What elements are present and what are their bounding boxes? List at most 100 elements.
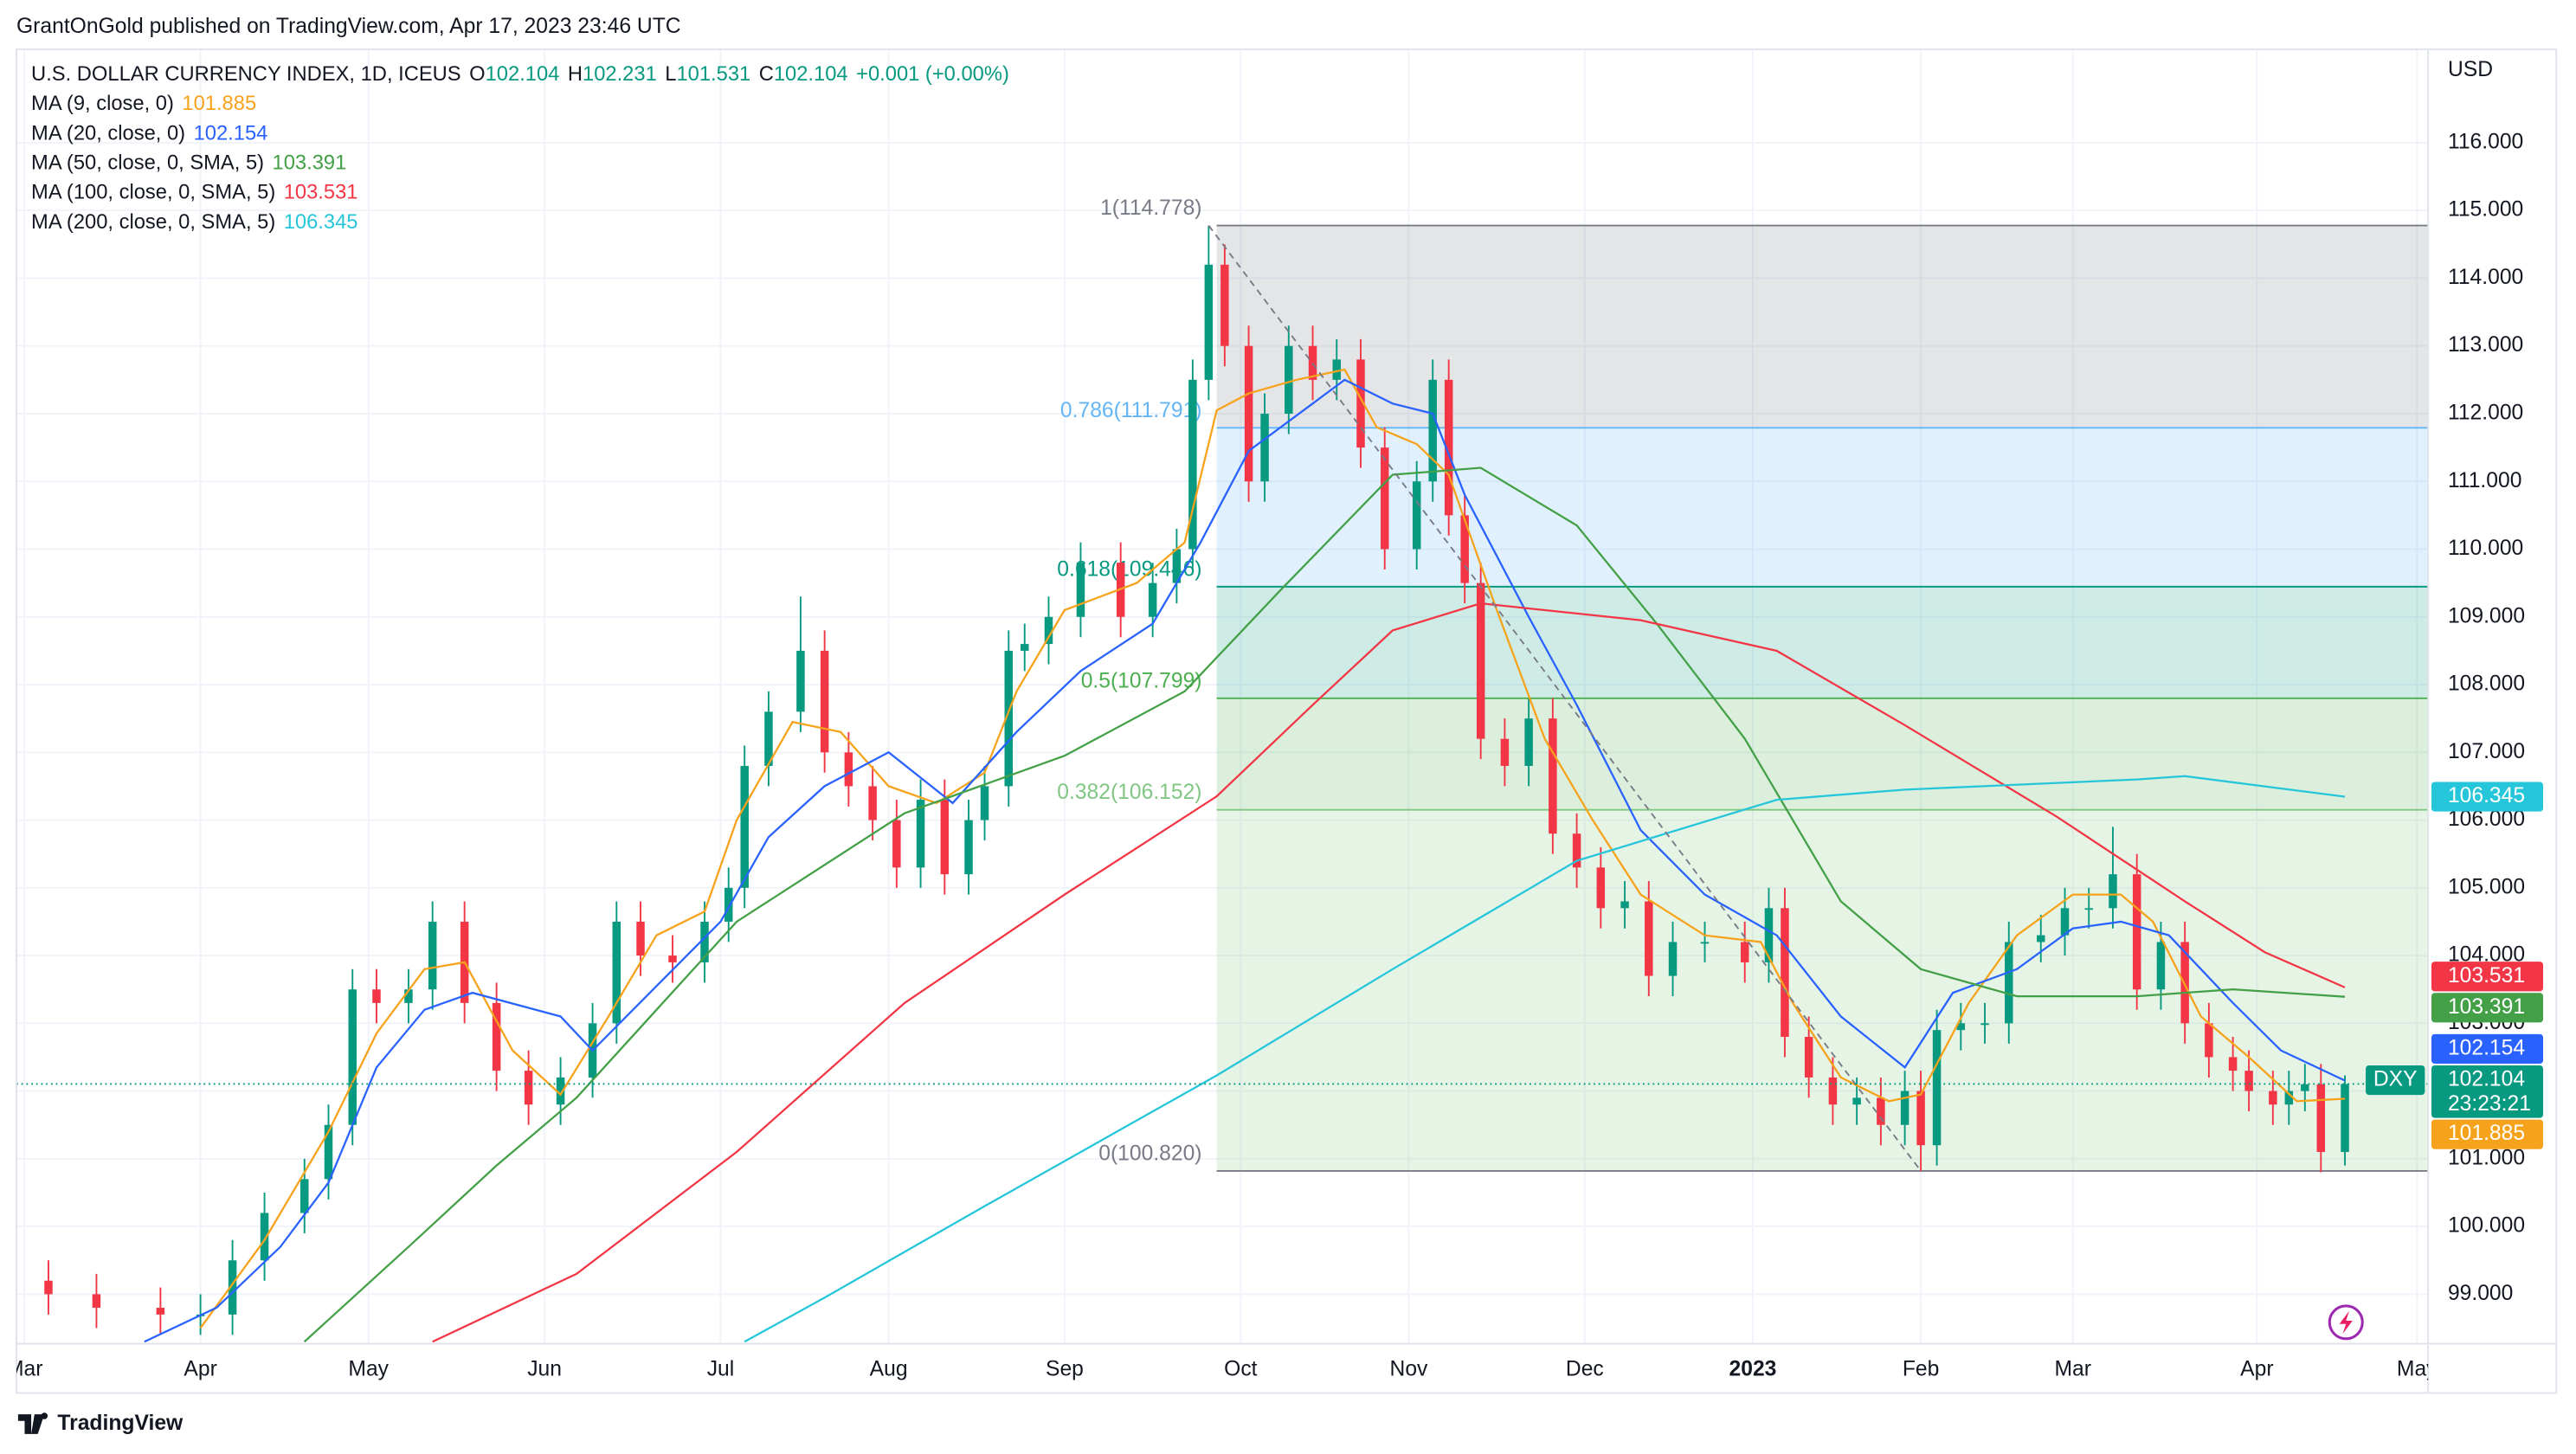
candle-body — [1004, 650, 1014, 787]
candle-body — [2109, 874, 2117, 909]
y-tick-label: 115.000 — [2448, 198, 2523, 222]
candle-body — [940, 800, 950, 875]
candle-body — [796, 650, 805, 712]
x-tick-label: Jun — [527, 1357, 562, 1380]
legend-value: 102.154 — [193, 121, 268, 145]
candle-body — [492, 1002, 501, 1071]
candle-body — [2156, 942, 2166, 990]
fib-label: 0.382(106.152) — [1057, 781, 1201, 804]
ohlc-value: 102.104 — [773, 62, 848, 86]
brand-name: TradingView — [57, 1412, 184, 1435]
price-tag-label: 101.885 — [2448, 1122, 2525, 1145]
ohlc-value: 102.231 — [583, 62, 657, 86]
candle-body — [1444, 379, 1453, 516]
fib-zone — [1216, 698, 2429, 810]
ohlc-key: H — [567, 62, 583, 86]
candle-body — [2005, 942, 2013, 1024]
legend-value: 103.531 — [283, 180, 358, 204]
candle-body — [612, 921, 621, 1024]
y-tick-label: 100.000 — [2448, 1214, 2525, 1238]
candle-body — [2205, 1023, 2213, 1058]
candle-body — [1852, 1097, 1861, 1105]
alert-icon[interactable] — [2328, 1304, 2364, 1341]
legend-row[interactable]: MA (20, close, 0) 102.154 — [31, 119, 1017, 148]
x-tick-label: Nov — [1390, 1357, 1429, 1380]
candle-body — [1460, 515, 1469, 583]
candle-body — [1220, 264, 1229, 346]
legend-row[interactable]: MA (100, close, 0, SMA, 5) 103.531 — [31, 177, 1017, 207]
price-tag — [2431, 1065, 2544, 1118]
fib-label: 0.786(111.791) — [1060, 399, 1202, 422]
symbol-title: U.S. DOLLAR CURRENCY INDEX, 1D, ICEUS — [31, 62, 461, 86]
candle-body — [404, 989, 413, 1003]
candle-body — [524, 1071, 533, 1105]
candle-body — [1764, 908, 1774, 962]
candle-body — [2301, 1084, 2309, 1091]
fib-label: 1(114.778) — [1100, 196, 1201, 220]
legend-row[interactable]: MA (50, close, 0, SMA, 5) 103.391 — [31, 148, 1017, 177]
fib-zone — [1216, 428, 2429, 587]
symbol-tag-label: DXY — [2373, 1068, 2418, 1091]
moving-average — [303, 466, 2346, 1343]
y-tick-label: 116.000 — [2448, 130, 2523, 153]
candle-body — [1700, 942, 1710, 944]
candle-body — [1412, 481, 1421, 550]
candle-body — [2060, 908, 2070, 936]
legend-value: 103.391 — [272, 151, 347, 175]
candle-body — [1285, 345, 1293, 414]
candle-body — [636, 921, 645, 956]
candle-body — [556, 1077, 565, 1105]
symbol-tag — [2366, 1065, 2425, 1096]
y-tick-label: 114.000 — [2448, 266, 2523, 289]
candle-body — [1828, 1077, 1838, 1105]
price-tag — [2431, 782, 2544, 812]
ohlc-key: L — [665, 62, 677, 86]
moving-average — [432, 602, 2346, 1343]
legend-name: MA (20, close, 0) — [31, 121, 186, 145]
candle-body — [1188, 379, 1197, 550]
candle-body — [1900, 1090, 1909, 1125]
price-tag-label: 106.345 — [2448, 784, 2525, 807]
legend-row[interactable]: MA (200, close, 0, SMA, 5) 106.345 — [31, 207, 1017, 236]
candle-body — [260, 1213, 269, 1261]
legend-name: MA (9, close, 0) — [31, 92, 174, 115]
x-tick-label: May — [2397, 1357, 2438, 1380]
y-tick-label: 105.000 — [2448, 875, 2525, 898]
price-tag-label: 102.154 — [2448, 1036, 2525, 1059]
candle-body — [700, 921, 709, 962]
legend-name: MA (200, close, 0, SMA, 5) — [31, 209, 276, 234]
candle-body — [1668, 942, 1678, 976]
plot — [16, 225, 2429, 1343]
candle-body — [964, 820, 973, 875]
x-tick-label: Apr — [2240, 1357, 2273, 1380]
y-tick-label: 109.000 — [2448, 604, 2525, 627]
candle-body — [228, 1260, 237, 1315]
trend-line — [1208, 225, 1922, 1172]
candle-body — [844, 752, 853, 787]
legend-value: 101.885 — [182, 92, 257, 115]
candle-body — [1500, 738, 1510, 766]
price-tag-label: 103.531 — [2448, 964, 2525, 988]
candle-body — [724, 887, 733, 922]
candle-body — [2037, 935, 2045, 943]
candle-body — [1172, 549, 1182, 583]
candle-body — [1932, 1030, 1942, 1146]
candle-body — [916, 800, 925, 868]
candle-body — [1356, 359, 1365, 448]
legend-row[interactable]: MA (9, close, 0) 101.885 — [31, 88, 1017, 118]
candle-body — [1476, 582, 1485, 739]
x-tick-label: Jul — [707, 1357, 735, 1380]
candle-body — [980, 786, 989, 820]
ohlc-value: 101.531 — [676, 62, 751, 86]
candle-body — [1332, 359, 1342, 380]
moving-average — [744, 775, 2346, 1343]
candle-body — [1572, 833, 1581, 868]
candle-body — [2284, 1090, 2294, 1105]
legend: U.S. DOLLAR CURRENCY INDEX, 1D, ICEUS O10… — [31, 59, 1017, 236]
x-tick-label: May — [348, 1357, 389, 1380]
y-tick-label: 113.000 — [2448, 333, 2523, 357]
candle-body — [1956, 1023, 1966, 1031]
y-tick-label: 99.000 — [2448, 1282, 2513, 1305]
publisher-line: GrantOnGold published on TradingView.com… — [16, 13, 681, 38]
